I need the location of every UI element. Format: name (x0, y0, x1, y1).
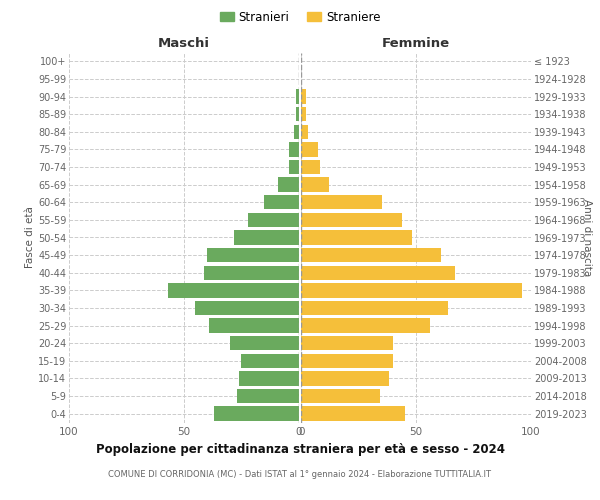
Bar (301, 212, 403, 227)
Bar (289, 142, 299, 156)
Bar (301, 195, 382, 210)
Bar (301, 178, 329, 192)
Bar (301, 283, 522, 298)
Bar (301, 90, 306, 104)
Bar (301, 266, 455, 280)
Bar (206, 248, 299, 262)
Bar (205, 266, 299, 280)
Bar (301, 160, 320, 174)
Bar (209, 318, 299, 333)
Bar (301, 142, 317, 156)
Bar (296, 90, 299, 104)
Bar (296, 107, 299, 122)
Bar (230, 336, 299, 350)
Text: COMUNE DI CORRIDONIA (MC) - Dati ISTAT al 1° gennaio 2024 - Elaborazione TUTTITA: COMUNE DI CORRIDONIA (MC) - Dati ISTAT a… (109, 470, 491, 479)
Bar (241, 354, 299, 368)
Bar (301, 389, 380, 404)
Bar (234, 230, 299, 244)
Bar (301, 230, 412, 244)
Bar (301, 371, 389, 386)
Bar (167, 283, 299, 298)
Title: Femmine: Femmine (382, 37, 451, 50)
Bar (301, 248, 442, 262)
Bar (239, 371, 299, 386)
Bar (301, 124, 308, 139)
Bar (301, 406, 405, 421)
Bar (289, 160, 299, 174)
Bar (301, 318, 430, 333)
Bar (278, 178, 299, 192)
Bar (248, 212, 299, 227)
Bar (195, 301, 299, 315)
Bar (301, 354, 394, 368)
Legend: Stranieri, Straniere: Stranieri, Straniere (215, 6, 385, 28)
Bar (236, 389, 299, 404)
Y-axis label: Anni di nascita: Anni di nascita (582, 199, 592, 276)
Bar (264, 195, 299, 210)
Bar (301, 336, 394, 350)
Bar (294, 124, 299, 139)
Bar (301, 301, 448, 315)
Title: Maschi: Maschi (158, 37, 210, 50)
Bar (301, 107, 306, 122)
Text: Popolazione per cittadinanza straniera per età e sesso - 2024: Popolazione per cittadinanza straniera p… (95, 442, 505, 456)
Y-axis label: Fasce di età: Fasce di età (25, 206, 35, 268)
Bar (214, 406, 299, 421)
